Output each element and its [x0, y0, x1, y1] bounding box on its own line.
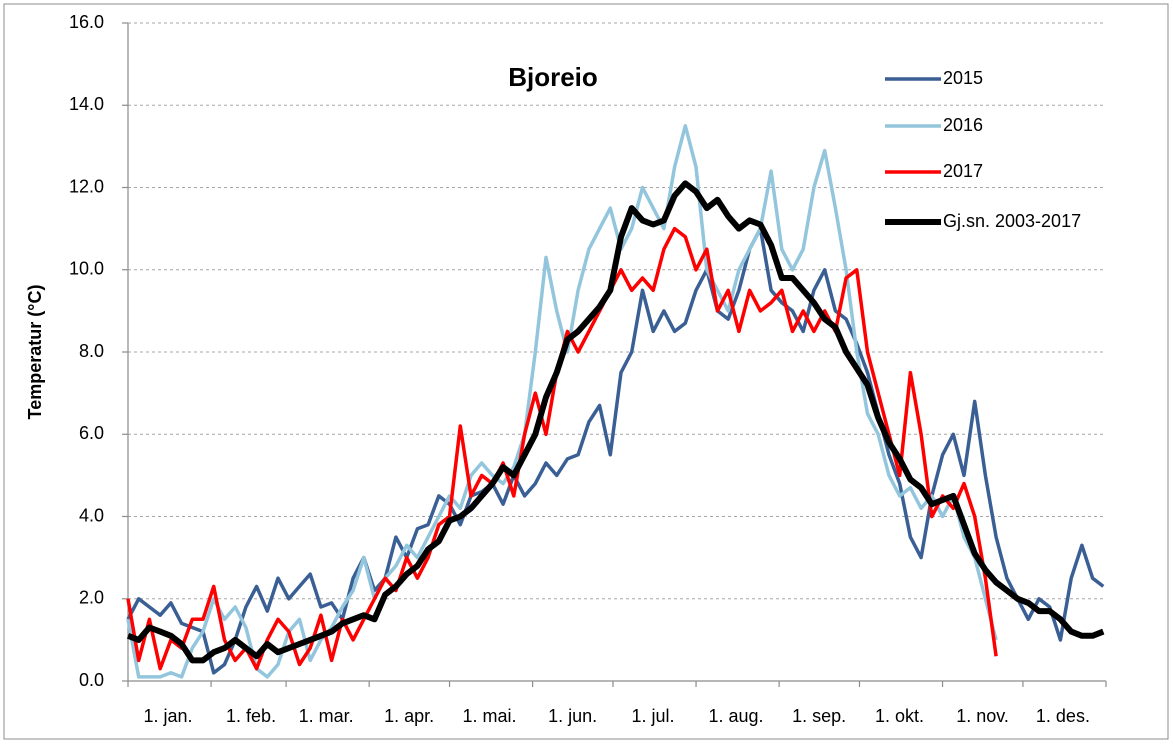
y-tick-label: 6.0 [79, 423, 104, 443]
y-tick-label: 16.0 [69, 12, 104, 32]
series-line [126, 124, 998, 679]
legend-label: 2017 [943, 161, 983, 181]
y-tick-label: 0.0 [79, 670, 104, 690]
y-tick-label: 4.0 [79, 505, 104, 525]
x-tick-label: 1. jan. [143, 706, 192, 726]
x-tick-label: 1. des. [1036, 706, 1090, 726]
legend-label: Gj.sn. 2003-2017 [943, 211, 1081, 231]
x-tick-label: 1. okt. [875, 706, 924, 726]
x-tick-label: 1. feb. [226, 706, 276, 726]
x-tick-label: 1. aug. [709, 706, 764, 726]
x-tick-label: 1. nov. [956, 706, 1009, 726]
y-tick-label: 12.0 [69, 176, 104, 196]
series-line [126, 226, 1105, 675]
x-tick-label: 1. sep. [792, 706, 846, 726]
legend-label: 2016 [943, 115, 983, 135]
chart-title: Bjoreio [508, 62, 598, 92]
x-tick-label: 1. jul. [631, 706, 674, 726]
chart-frame [3, 3, 1169, 740]
series-line [126, 180, 1105, 664]
y-tick-label: 2.0 [79, 588, 104, 608]
x-tick-label: 1. mai. [463, 706, 517, 726]
x-tick-label: 1. apr. [384, 706, 434, 726]
y-tick-label: 14.0 [69, 94, 104, 114]
legend-label: 2015 [943, 68, 983, 88]
y-tick-label: 8.0 [79, 341, 104, 361]
y-tick-label: 10.0 [69, 259, 104, 279]
y-axis-title: Temperatur (°C) [25, 285, 45, 420]
x-tick-label: 1. mar. [299, 706, 354, 726]
x-tick-label: 1. jun. [548, 706, 597, 726]
